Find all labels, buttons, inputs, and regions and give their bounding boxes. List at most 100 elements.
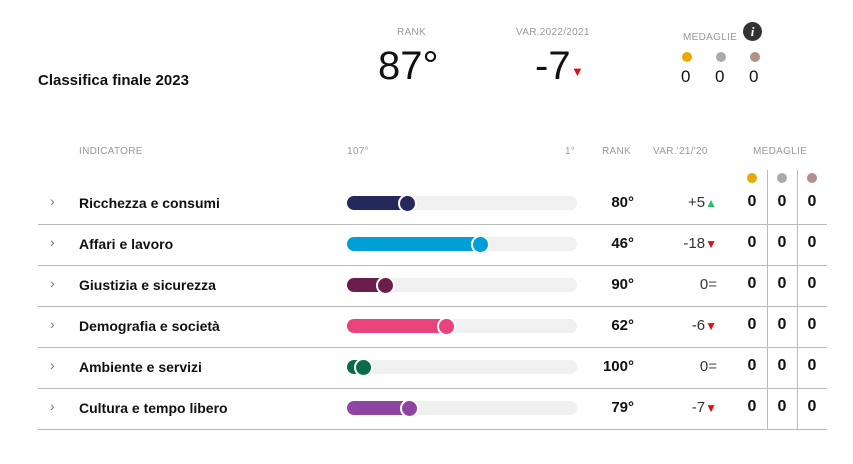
bronze-medal-icon [750,52,760,62]
rank-bar [347,399,577,418]
equal-icon: = [708,276,717,293]
rank-bar [347,276,577,295]
silver-medal-icon [777,173,787,183]
up-arrow-icon: ▲ [705,196,717,210]
indicator-rank: 100° [602,358,634,375]
indicator-name: Giustizia e sicurezza [79,277,216,293]
chevron-right-icon[interactable]: › [50,193,55,209]
bronze-count: 0 [749,67,759,86]
rank-bar-fill [347,319,447,333]
chevron-right-icon[interactable]: › [50,234,55,250]
divider [767,170,768,429]
bronze-count: 0 [807,398,817,415]
col-min: 107° [347,146,369,157]
table-row[interactable]: › Ambiente e servizi 100° 0= 0 0 0 [38,347,827,389]
indicator-rank: 46° [611,235,634,252]
rank-bar-knob [354,358,374,377]
silver-medal-icon [716,52,726,62]
indicator-rank: 90° [611,276,634,293]
rank-bar-knob [399,399,419,418]
gold-count: 0 [747,398,757,415]
gold-medal-icon [747,173,757,183]
var-value: -18 [683,235,706,252]
indicator-name: Ricchezza e consumi [79,195,220,211]
col-medals: MEDAGLIE [753,146,808,157]
down-arrow-icon: ▼ [705,319,717,333]
indicator-var: +5▲ [688,194,717,211]
bronze-count: 0 [807,193,817,210]
gold-count: 0 [747,234,757,251]
overall-var: -7 [535,44,571,88]
overall-rank: 87° [378,44,439,88]
indicator-name: Cultura e tempo libero [79,400,228,416]
page-title: Classifica finale 2023 [38,72,189,89]
gold-count: 0 [747,275,757,292]
col-max: 1° [565,146,576,157]
table-row[interactable]: › Ricchezza e consumi 80° +5▲ 0 0 0 [38,183,827,225]
rank-bar-knob [397,194,417,213]
equal-icon: = [708,358,717,375]
chevron-right-icon[interactable]: › [50,316,55,332]
gold-medal-icon [682,52,692,62]
down-arrow-icon: ▼ [705,237,717,251]
silver-count: 0 [715,67,725,86]
rank-bar [347,235,577,254]
bronze-medal-icon [807,173,817,183]
rank-bar-fill [347,237,482,251]
gold-count: 0 [747,193,757,210]
table-row[interactable]: › Affari e lavoro 46° -18▼ 0 0 0 [38,224,827,266]
rank-bar-knob [436,317,456,336]
indicator-var: 0= [700,358,717,375]
col-indicator: INDICATORE [79,146,143,157]
var-value: -7 [691,399,706,416]
silver-count: 0 [777,275,787,292]
chevron-right-icon[interactable]: › [50,357,55,373]
gold-count: 0 [681,67,691,86]
silver-count: 0 [777,357,787,374]
silver-count: 0 [777,316,787,333]
col-rank: RANK [602,146,631,157]
col-var: VAR.'21/'20 [653,146,708,157]
medals-label: MEDAGLIE [683,32,738,43]
silver-count: 0 [777,234,787,251]
rank-bar-knob [471,235,491,254]
bronze-count: 0 [807,234,817,251]
chevron-right-icon[interactable]: › [50,275,55,291]
rank-bar [347,358,577,377]
rank-bar [347,317,577,336]
indicator-name: Demografia e società [79,318,220,334]
var-label: VAR.2022/2021 [516,27,590,38]
silver-count: 0 [777,193,787,210]
bronze-count: 0 [807,357,817,374]
table-row[interactable]: › Demografia e società 62° -6▼ 0 0 0 [38,306,827,348]
rank-label: RANK [397,27,426,38]
var-value: -6 [691,317,706,334]
down-arrow-icon: ▼ [571,64,584,79]
indicator-rank: 79° [611,399,634,416]
rank-bar [347,194,577,213]
indicator-name: Affari e lavoro [79,236,174,252]
var-value: 0 [699,276,709,293]
indicator-name: Ambiente e servizi [79,359,202,375]
rank-bar-knob [375,276,395,295]
indicator-var: 0= [700,276,717,293]
var-value: 0 [699,358,709,375]
gold-count: 0 [747,316,757,333]
gold-count: 0 [747,357,757,374]
indicator-rank: 80° [611,194,634,211]
info-icon[interactable]: i [743,22,762,41]
var-value: +5 [688,194,706,211]
silver-count: 0 [777,398,787,415]
chevron-right-icon[interactable]: › [50,398,55,414]
table-row[interactable]: › Giustizia e sicurezza 90° 0= 0 0 0 [38,265,827,307]
bronze-count: 0 [807,275,817,292]
down-arrow-icon: ▼ [705,401,717,415]
indicator-rank: 62° [611,317,634,334]
rank-bar-fill [347,196,408,210]
table-row[interactable]: › Cultura e tempo libero 79° -7▼ 0 0 0 [38,388,827,430]
indicator-var: -18▼ [683,235,717,252]
bronze-count: 0 [807,316,817,333]
indicator-var: -6▼ [692,317,717,334]
divider [797,170,798,429]
rank-bar-fill [347,401,410,415]
